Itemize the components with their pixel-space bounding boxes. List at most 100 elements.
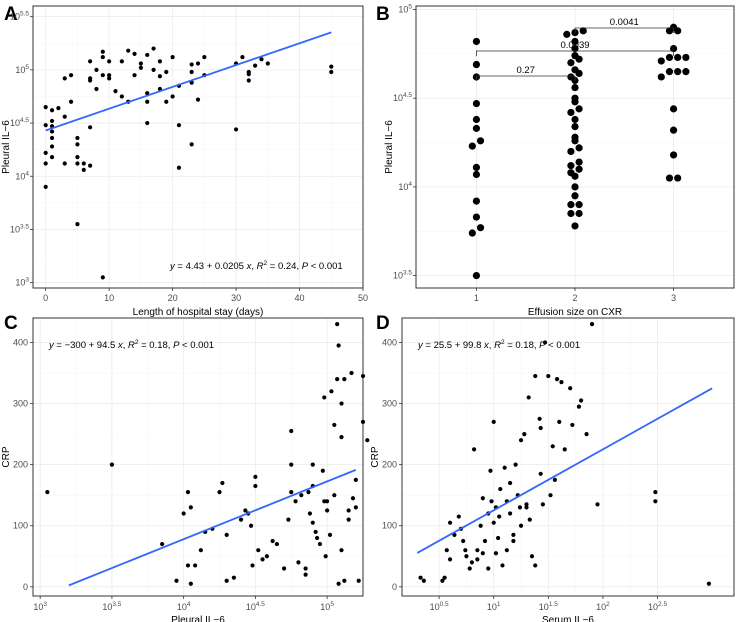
data-point [100,54,105,60]
y-axis-label: CRP [1,446,12,467]
data-point [571,94,579,102]
data-point [472,197,481,205]
y-tick-label-exp: 4 [25,170,29,177]
x-axis-label: Pleural IL−6 [171,615,225,622]
data-point [157,59,163,64]
data-point [189,142,194,147]
data-point [274,541,280,547]
panel-letter: A [4,4,18,25]
significance-bracket [476,75,576,81]
data-point [310,462,315,467]
data-point [584,431,589,437]
x-tick-label: 101.5 [539,601,558,612]
y-tick-label-base: 10 [10,118,20,128]
data-point [94,67,99,72]
data-point [185,490,191,495]
data-point [527,517,532,522]
data-point [571,115,579,124]
data-point [303,572,308,577]
data-point [472,170,481,179]
y-tick-label-exp: 3.5 [403,270,412,277]
data-point [653,490,658,495]
data-point [653,499,658,504]
regression-equation-part: 2 [264,260,268,267]
x-tick-label: 2 [572,293,577,303]
data-point [576,404,582,409]
y-tick-label-base: 10 [15,171,25,181]
data-point [472,124,481,132]
data-point [289,428,294,434]
y-tick-label: 104 [398,181,412,192]
data-point [246,78,251,83]
data-point [567,162,575,170]
regression-equation: y = −300 + 94.5 x, R2 = 0.18, P < 0.001 [48,339,214,351]
data-point [195,61,201,66]
y-tick-label-base: 10 [15,278,25,288]
regression-equation-part: P [539,340,546,351]
data-point [350,496,356,501]
y-tick-label: 103.5 [393,270,412,281]
data-point [575,209,583,218]
data-point [571,192,579,200]
y-tick-label-base: 10 [10,224,20,234]
data-point [107,76,112,81]
data-point [49,144,55,149]
data-point [260,557,265,562]
x-tick-label-exp: 2.5 [658,601,667,608]
data-point [293,499,298,504]
data-point [567,201,575,209]
data-point [491,419,496,424]
data-point [176,123,182,128]
data-point [478,523,483,528]
data-point [81,167,86,172]
data-point [476,224,485,232]
data-point [508,480,513,486]
y-tick-label: 104.5 [10,117,29,128]
data-point [145,120,150,126]
data-point [107,59,112,64]
data-point [538,425,543,431]
regression-equation-part: < 0.001 [308,261,343,272]
regression-equation-part: = 4.43 + 0.0205 [175,261,247,272]
data-point [575,105,583,113]
data-point [43,161,48,166]
regression-equation-part: , [123,340,128,351]
y-tick-label: 103 [15,277,29,288]
data-point [575,201,583,209]
data-point [447,520,453,525]
data-point [472,271,481,280]
data-point [195,97,201,102]
regression-equation-part: R [257,261,264,272]
x-tick-label-base: 10 [539,602,549,612]
y-tick-label: 0 [23,582,28,592]
data-point [472,60,481,69]
data-point [88,59,93,64]
data-point [81,161,86,166]
x-tick-label-exp: 1 [497,601,501,608]
data-point [504,548,509,553]
data-point [665,174,674,182]
data-point [265,61,270,66]
data-point [472,163,481,171]
y-tick-label: 300 [13,399,28,409]
data-point [538,471,543,476]
data-point [480,496,485,501]
data-point [418,575,423,580]
data-point [231,575,236,580]
data-point [189,62,194,67]
x-tick-label: 103 [33,601,47,612]
data-point [562,447,567,452]
data-point [511,538,516,544]
x-tick-label-base: 10 [246,602,256,612]
y-tick-label-base: 10 [398,5,408,15]
data-point [595,502,600,507]
data-point [202,54,207,60]
data-point [464,554,469,559]
data-point [571,66,579,74]
y-tick-label-base: 10 [15,65,25,75]
data-point [94,86,99,92]
data-point [571,183,579,191]
data-point [217,490,222,495]
data-point [537,416,542,421]
